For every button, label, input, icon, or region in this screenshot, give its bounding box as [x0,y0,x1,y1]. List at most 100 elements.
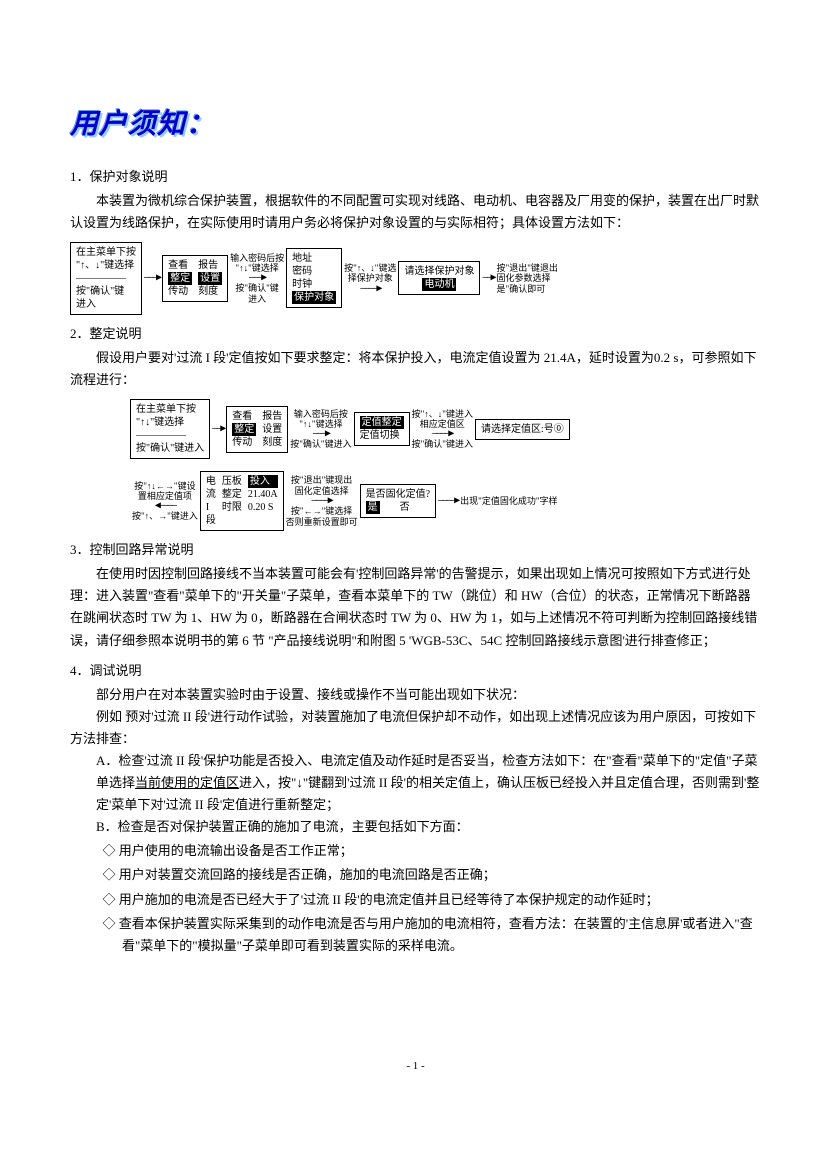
flow-text: 流 [206,488,216,501]
flow1-box3: 地址 密码 时钟 保护对象 [286,248,342,308]
section-3-head: 3．控制回路异常说明 [70,539,761,561]
flow-label: 进入 [248,294,266,304]
flow-label: 按"确认"键进入 [412,439,473,449]
flow-text: 报告 [198,259,222,272]
flow-text: 密码 [292,265,336,278]
flow-text: 进入 [76,298,136,311]
flow-text-hl: 保护对象 [292,291,336,304]
flow-text: 时钟 [292,278,336,291]
document-page: 用户须知： 1．保护对象说明 本装置为微机综合保护装置，根据软件的不同配置可实现… [0,0,831,1116]
flow-text: 刻度 [262,436,282,449]
flow-label: 固化参数选择 [497,273,551,283]
flow-text: ————— [76,272,136,285]
section-3-para: 在使用时因控制回路接线不当本装置可能会有'控制回路异常'的告警提示，如果出现如上… [70,563,761,651]
flow-text: "↑↓"键选择 [136,416,204,429]
flow-text-hl: 整定 [168,272,192,285]
flow-text: 设置 [262,423,282,436]
flow-label: 输入密码后按 [230,253,284,263]
flow-text: 电 [206,475,216,488]
text-underline: 当前使用的定值区 [135,775,239,790]
flow-label: 按"←→"键选择 [291,506,352,516]
section-1-para: 本装置为微机综合保护装置，根据软件的不同配置可实现对线路、电动机、电容器及厂用变… [70,190,761,234]
flowchart-2: 在主菜单下按 "↑↓"键选择 ————— 按"确认"键进入 ——▶ 查看 整定 … [70,399,761,531]
arrow-icon: ——▶ [212,424,224,434]
flow-label: 是"确认即可 [497,284,546,294]
flow-text-hl: 投入 [248,475,278,488]
section-4-item-b: B．检查是否对保护装置正确的施加了电流，主要包括如下方面： [96,816,761,838]
flow1-box2: 查看 整定 传动 报告 设置 刻度 [162,255,228,302]
section-2-head: 2．整定说明 [70,323,761,345]
flow1-box1: 在主菜单下按 "↑、↓"键选择 ————— 按"确认"键 进入 [70,242,142,315]
flow-label: 按"↑、↓"键进入 [412,409,473,419]
flow2-r2-box2: 是否固化定值? 是 否 [360,484,436,518]
arrow-icon: 按"退出"键现出 固化定值选择 ————▶ 按"←→"键选择 否则重新设置即可 [286,475,358,526]
flow-text: 请选择定值区:号⓪ [481,423,564,436]
flow-text: 按"确认"键 [76,285,136,298]
flow-text: 传动 [168,285,192,298]
flow-text: 在主菜单下按 [136,403,204,416]
arrow-icon: 按"↑、↓"键进入 相应定值区 ————▶ 按"确认"键进入 [412,409,473,450]
arrow-icon: 输入密码后按 "↑↓"键选择 ———▶ 按"确认"键 进入 [230,253,284,304]
diamond-item-4: ◇ 查看本保护装置实际采集到的动作电流是否与用户施加的电流相符，查看方法：在装置… [122,913,761,957]
page-title: 用户须知： [70,100,761,148]
flow-text: 是否固化定值? [366,488,430,501]
flow-label: 输入密码后按 [294,409,348,419]
flowchart-1: 在主菜单下按 "↑、↓"键选择 ————— 按"确认"键 进入 ———▶ 查看 … [70,242,761,315]
flow-text: 21.40A [248,488,278,501]
flow-text: 传动 [232,436,256,449]
arrow-icon: ——▶ [482,273,494,283]
section-4-head: 4．调试说明 [70,660,761,682]
flow-label: 按"↑、→"键进入 [132,511,198,521]
flow-text-hl: 电动机 [422,278,456,291]
flow-text: ————— [136,429,204,442]
arrow-icon: 输入密码后按 "↑↓"键选择 ———▶ 按"确认"键进入 [290,409,351,450]
section-4-item-a: A．检查'过流 II 段'保护功能是否投入、电流定值及动作延时是否妥当，检查方法… [96,750,761,816]
flow-label: 按"退出"键退出 [497,263,558,273]
section-1-head: 1．保护对象说明 [70,166,761,188]
section-2-para: 假设用户要对'过流 I 段'定值按如下要求整定：将本保护投入，电流定值设置为 2… [70,347,761,391]
flow-text: 按"确认"键进入 [136,442,204,455]
flow-text: 段 [206,514,216,527]
flow-text: 地址 [292,252,336,265]
flow-text: 刻度 [198,285,222,298]
flow-label: 按"↑↓←→"键设 [134,481,195,491]
arrow-icon: ————▶ [438,496,458,506]
flow2-r1-box2: 查看 整定 传动 报告 设置 刻度 [226,406,288,453]
flow-text: 在主菜单下按 [76,246,136,259]
flow-text: 查看 [232,410,256,423]
flow1-box4: 请选择保护对象 电动机 [398,261,480,295]
flow-label: 否则重新设置即可 [286,517,358,527]
flow-label: 按"退出"键现出 [291,475,352,485]
flow-text: 时限 [222,501,242,514]
flow-text-hl: 是 [366,501,380,514]
flow-text: 否 [380,502,410,513]
diamond-item-3: ◇ 用户施加的电流是否已经大于了'过流 II 段'的电流定值并且已经等待了本保护… [122,889,761,911]
flow2-end-label: 出现"定值固化成功"字样 [460,496,557,506]
flow-text: 查看 [168,259,192,272]
flow1-end-label: 按"退出"键退出 固化参数选择 是"确认即可 [497,263,558,294]
diamond-item-2: ◇ 用户对装置交流回路的接线是否正确，施加的电流回路是否正确； [122,864,761,886]
flow-label: 按"确认"键 [235,283,278,293]
flow-label: 按"确认"键进入 [290,439,351,449]
flow-text: 整定 [222,488,242,501]
flow-text-hl: 定值整定 [360,416,404,429]
flow-text: I [206,501,216,514]
flow2-r1-box4: 请选择定值区:号⓪ [475,419,570,440]
flow-text: "↑、↓"键选择 [76,259,136,272]
flow-text: 0.20 S [248,501,278,514]
flow-text-hl: 设置 [198,272,222,285]
flow-text: 定值切换 [360,429,404,442]
flow2-r2-box1: 电 流 I 段 压板 整定 时限 投入 21.40A 0.20 S [200,471,284,531]
arrow-icon: ———▶ [144,273,160,283]
flow-text-hl: 整定 [232,423,256,436]
page-number: - 1 - [70,1057,761,1076]
diamond-item-1: ◇ 用户使用的电流输出设备是否工作正常； [122,840,761,862]
section-4-p2: 例如 预对'过流 II 段'进行动作试验，对装置施加了电流但保护却不动作，如出现… [70,706,761,750]
flow-text: 请选择保护对象 [404,265,474,278]
flow-text: 压板 [222,475,242,488]
arrow-icon: 按"↑、↓"键选 择保护对象 ————▶ [344,263,396,294]
flow-text: 报告 [262,410,282,423]
flow2-r1-box1: 在主菜单下按 "↑↓"键选择 ————— 按"确认"键进入 [130,399,210,459]
flow-label: 按"↑、↓"键选 [344,263,396,273]
arrow-icon: 按"↑↓←→"键设 置相应定值项 ◀———— 按"↑、→"键进入 [132,481,198,522]
